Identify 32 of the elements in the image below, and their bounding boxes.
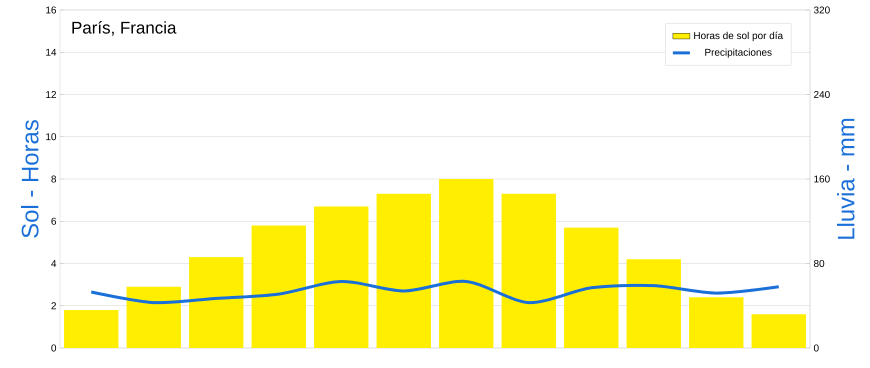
y2-tick-label: 320 — [814, 6, 830, 14]
y2-tick-label: 160 — [814, 175, 830, 183]
y2-tick-label: 240 — [814, 90, 830, 98]
bar — [752, 314, 806, 348]
y-tick-label: 12 — [46, 91, 56, 98]
y-tick-label: 16 — [46, 6, 56, 14]
y-axis-title: Sol - Horas — [20, 120, 39, 238]
bar — [689, 297, 744, 348]
y-tick-label: 2 — [51, 302, 56, 310]
y-tick-label: 14 — [46, 48, 56, 56]
bar — [252, 225, 306, 348]
bar — [189, 257, 244, 348]
legend-label: Horas de sol por día — [694, 32, 784, 42]
y-tick-label: 4 — [51, 260, 56, 267]
bar — [626, 259, 681, 348]
bar — [64, 310, 118, 348]
y2-tick-label: 0 — [814, 344, 819, 352]
bar — [126, 286, 181, 348]
bar — [502, 194, 556, 348]
y-tick-label: 10 — [46, 133, 56, 140]
bar — [376, 194, 431, 348]
y2-tick-label: 80 — [814, 260, 824, 268]
legend-label: Precipitaciones — [705, 48, 772, 58]
y2-axis-title: Lluvia - mm — [836, 118, 855, 239]
y-tick-label: 0 — [51, 344, 56, 352]
y-tick-label: 6 — [51, 218, 56, 225]
line-series — [90, 280, 780, 304]
bar — [314, 206, 368, 348]
bar — [564, 228, 618, 348]
bar — [439, 179, 494, 348]
text: París, Francia — [72, 21, 176, 36]
y-tick-label: 8 — [51, 175, 56, 183]
